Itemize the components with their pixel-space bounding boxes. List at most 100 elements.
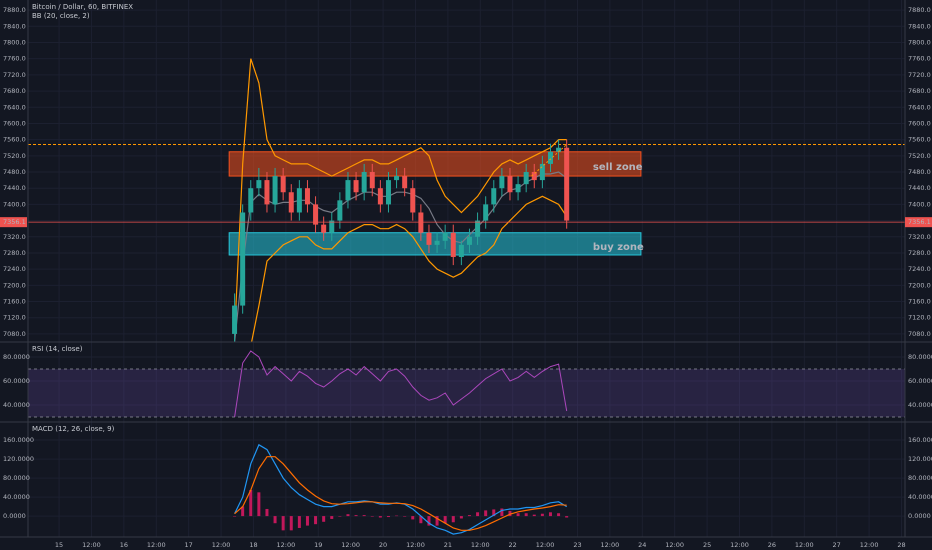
candle-body (442, 232, 448, 241)
histogram-bar (419, 516, 423, 524)
y-tick-label: 40.0000 (3, 401, 30, 409)
macd-line (234, 456, 567, 531)
indicator-title[interactable]: RSI (14, close) (32, 345, 83, 353)
histogram-bar (508, 510, 512, 517)
pane (28, 350, 905, 418)
y-tick-label: 40.0000 (3, 493, 30, 501)
x-tick-label: 21 (444, 541, 452, 549)
x-tick-label: 22 (509, 541, 517, 549)
x-tick-label: 24 (638, 541, 646, 549)
histogram-bar (386, 516, 390, 518)
x-tick-label: 12:00 (730, 541, 749, 549)
y-tick-label: 40.0000 (908, 401, 932, 409)
candle-body (475, 220, 481, 237)
y-tick-label: 7240.0 (908, 265, 931, 273)
x-tick-label: 27 (833, 541, 841, 549)
y-tick-label: 7680.0 (3, 87, 26, 95)
histogram-bar (362, 515, 366, 517)
y-tick-label: 7720.0 (3, 71, 26, 79)
histogram-bar (548, 512, 552, 517)
y-tick-label: 7880.0 (3, 6, 26, 14)
candle-body (426, 232, 432, 245)
pane (28, 58, 905, 342)
histogram-bar (524, 513, 528, 517)
histogram-bar (338, 516, 342, 517)
candle-body (337, 200, 343, 221)
y-tick-label: 7760.0 (908, 55, 931, 63)
y-tick-label: 7280.0 (3, 249, 26, 257)
histogram-bar (435, 516, 439, 526)
x-tick-label: 12:00 (536, 541, 555, 549)
y-tick-label: 7400.0 (908, 200, 931, 208)
x-tick-label: 12:00 (471, 541, 490, 549)
y-tick-label: 0.0000 (908, 512, 931, 520)
histogram-bar (314, 516, 318, 525)
price-tag (0, 217, 27, 228)
symbol-title[interactable]: Bitcoin / Dollar, 60, BITFINEX (32, 3, 133, 11)
bollinger-band (250, 195, 568, 342)
histogram-bar (241, 506, 245, 517)
histogram-bar (427, 516, 431, 526)
y-tick-label: 7440.0 (3, 184, 26, 192)
y-tick-label: 0.0000 (3, 512, 26, 520)
rsi-line (234, 350, 568, 418)
candle-body (232, 305, 238, 334)
candle-body (418, 212, 424, 233)
y-tick-label: 7800.0 (3, 38, 26, 46)
histogram-bar (273, 516, 277, 524)
y-tick-label: 7520.0 (908, 152, 931, 160)
rsi-band (28, 368, 905, 417)
y-tick-label: 7400.0 (3, 200, 26, 208)
x-tick-label: 12:00 (406, 541, 425, 549)
x-tick-label: 23 (573, 541, 581, 549)
histogram-bar (297, 516, 301, 528)
y-tick-label: 160.0000 (3, 436, 34, 444)
x-tick-label: 12:00 (795, 541, 814, 549)
histogram-bar (516, 513, 520, 517)
candle-body (410, 188, 416, 213)
candle-body (288, 192, 294, 213)
candle-body (539, 163, 545, 181)
candle-body (466, 236, 472, 245)
indicator-title[interactable]: MACD (12, 26, close, 9) (32, 425, 115, 433)
x-tick-label: 28 (897, 541, 905, 549)
candle-body (329, 220, 335, 233)
candle-body (321, 224, 327, 233)
candle-body (280, 176, 286, 193)
y-tick-label: 80.0000 (908, 353, 932, 361)
x-tick-label: 25 (703, 541, 711, 549)
histogram-bar (265, 508, 269, 517)
price-tag (905, 217, 932, 228)
candle-body (369, 172, 375, 189)
candle-body (523, 172, 529, 185)
histogram-bar (565, 516, 569, 518)
y-tick-label: 7160.0 (3, 298, 26, 306)
y-tick-label: 7080.0 (3, 330, 26, 338)
indicator-title[interactable]: BB (20, close, 2) (32, 12, 90, 20)
candle-body (434, 240, 440, 245)
y-tick-label: 7760.0 (3, 55, 26, 63)
zone-label: sell zone (593, 162, 643, 173)
histogram-bar (443, 516, 447, 524)
histogram-bar (484, 510, 488, 517)
price-tag-label: 7356.1 (908, 218, 931, 226)
y-tick-label: 7640.0 (3, 103, 26, 111)
candle-body (248, 188, 254, 213)
y-tick-label: 40.0000 (908, 493, 932, 501)
x-tick-label: 12:00 (341, 541, 360, 549)
x-tick-label: 18 (249, 541, 257, 549)
histogram-bar (451, 516, 455, 523)
x-tick-label: 12:00 (82, 541, 101, 549)
y-tick-label: 7520.0 (3, 152, 26, 160)
candle-body (361, 172, 367, 193)
histogram-bar (557, 513, 561, 517)
y-tick-label: 7840.0 (908, 22, 931, 30)
histogram-bar (467, 515, 471, 517)
y-tick-label: 7560.0 (3, 136, 26, 144)
candle-body (556, 147, 562, 152)
histogram-bar (378, 516, 382, 518)
histogram-bar (411, 516, 415, 520)
candle-body (385, 180, 391, 205)
zone-label: buy zone (593, 242, 644, 253)
